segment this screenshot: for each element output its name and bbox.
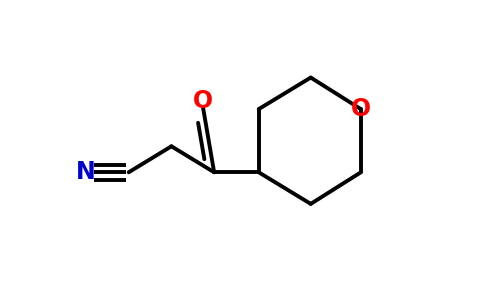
Text: O: O: [351, 97, 371, 121]
Text: N: N: [76, 160, 96, 184]
Text: O: O: [193, 88, 213, 112]
